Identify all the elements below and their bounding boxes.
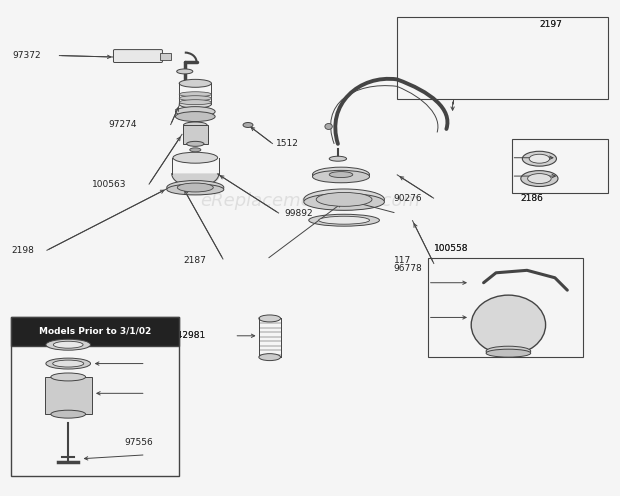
- Ellipse shape: [528, 174, 551, 184]
- Ellipse shape: [173, 152, 218, 163]
- Ellipse shape: [316, 192, 372, 206]
- Text: 99892: 99892: [284, 209, 312, 218]
- Ellipse shape: [53, 341, 83, 348]
- Ellipse shape: [51, 410, 86, 418]
- Text: 142981: 142981: [172, 331, 206, 340]
- Text: 2197: 2197: [539, 20, 562, 29]
- Text: Models Prior to 3/1/02: Models Prior to 3/1/02: [38, 327, 151, 336]
- Ellipse shape: [325, 124, 332, 129]
- Ellipse shape: [304, 189, 384, 210]
- Bar: [11, 317, 179, 476]
- Ellipse shape: [529, 154, 550, 163]
- Text: 142981: 142981: [172, 331, 206, 340]
- Ellipse shape: [177, 69, 193, 74]
- Ellipse shape: [329, 156, 347, 161]
- Bar: [512, 139, 608, 193]
- Text: 97556: 97556: [124, 438, 153, 447]
- Text: 90276: 90276: [394, 194, 422, 203]
- Bar: [45, 377, 92, 414]
- Bar: [397, 17, 608, 99]
- Ellipse shape: [175, 107, 215, 117]
- Ellipse shape: [486, 346, 531, 356]
- Ellipse shape: [259, 354, 280, 361]
- Ellipse shape: [522, 151, 556, 166]
- Text: eReplacementParts.com: eReplacementParts.com: [200, 192, 420, 210]
- Text: 2197: 2197: [539, 20, 562, 29]
- Ellipse shape: [179, 100, 211, 108]
- Text: 97372: 97372: [12, 51, 41, 60]
- Text: 100558: 100558: [434, 245, 469, 253]
- Bar: [160, 53, 171, 60]
- Text: 117: 117: [394, 256, 411, 265]
- Ellipse shape: [304, 193, 384, 210]
- Text: 2186: 2186: [521, 194, 544, 203]
- Text: 2198: 2198: [11, 246, 34, 255]
- Ellipse shape: [312, 170, 370, 183]
- Ellipse shape: [486, 349, 531, 357]
- Bar: [183, 125, 208, 144]
- Ellipse shape: [51, 373, 86, 381]
- Ellipse shape: [179, 79, 211, 87]
- Ellipse shape: [167, 181, 224, 194]
- Text: 1512: 1512: [276, 139, 299, 148]
- FancyBboxPatch shape: [113, 50, 162, 62]
- Text: 96778: 96778: [394, 264, 422, 273]
- Ellipse shape: [167, 184, 224, 195]
- Text: 100558: 100558: [434, 245, 469, 253]
- Bar: [428, 258, 583, 357]
- Bar: [11, 317, 179, 346]
- Ellipse shape: [312, 167, 370, 182]
- Text: 100563: 100563: [92, 180, 126, 189]
- Text: 2187: 2187: [183, 256, 206, 265]
- Ellipse shape: [179, 92, 211, 97]
- Ellipse shape: [187, 141, 204, 146]
- Text: 2186: 2186: [521, 194, 544, 203]
- Ellipse shape: [179, 96, 211, 101]
- Ellipse shape: [53, 360, 84, 367]
- Ellipse shape: [309, 214, 379, 226]
- Ellipse shape: [46, 339, 91, 350]
- Ellipse shape: [521, 171, 558, 186]
- Ellipse shape: [259, 315, 280, 322]
- Ellipse shape: [177, 183, 213, 192]
- Ellipse shape: [184, 122, 207, 128]
- Ellipse shape: [175, 112, 215, 122]
- Ellipse shape: [179, 100, 211, 105]
- Ellipse shape: [243, 123, 253, 127]
- Ellipse shape: [329, 172, 353, 178]
- Text: 97274: 97274: [108, 121, 137, 129]
- Ellipse shape: [190, 148, 201, 152]
- Ellipse shape: [319, 216, 370, 224]
- Circle shape: [471, 295, 546, 355]
- Ellipse shape: [46, 358, 91, 369]
